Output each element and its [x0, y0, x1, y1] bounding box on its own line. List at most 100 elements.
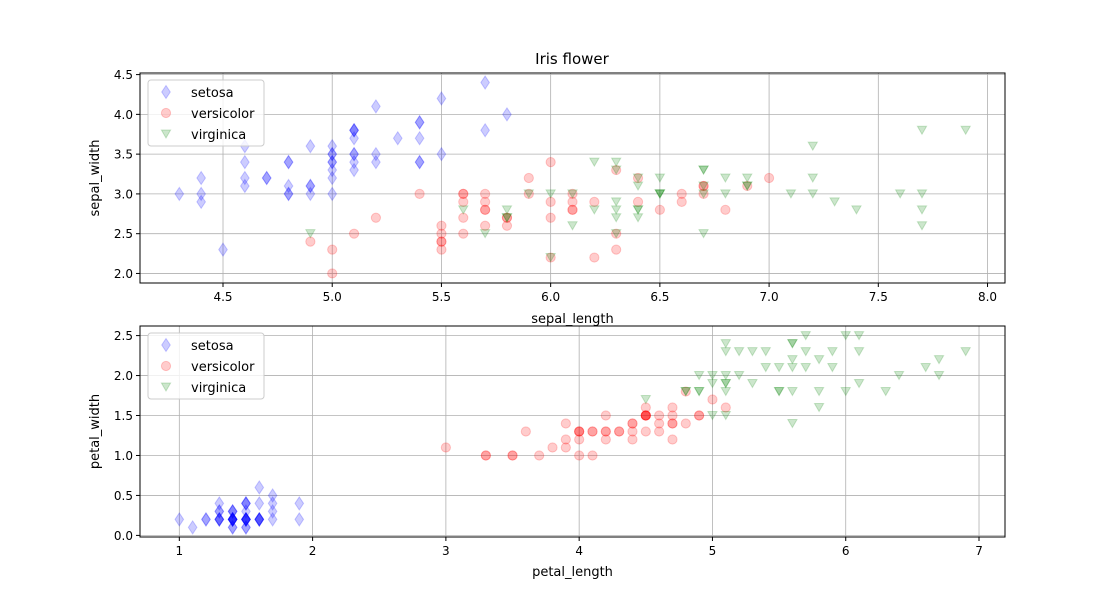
data-point-versicolor	[480, 204, 491, 215]
data-point-setosa	[227, 512, 238, 527]
data-point-setosa	[241, 512, 251, 527]
data-point-virginica	[545, 253, 557, 263]
y-tick-label: 3.5	[114, 148, 133, 162]
data-point-virginica	[501, 213, 513, 223]
data-point-versicolor	[654, 204, 665, 215]
data-point-setosa	[227, 512, 238, 527]
data-point-versicolor	[327, 268, 338, 279]
data-point-setosa	[349, 146, 359, 162]
x-tick-label: 6.0	[541, 290, 560, 304]
data-point-versicolor	[667, 410, 678, 421]
series-virginica	[304, 125, 972, 263]
legend-label-setosa: setosa	[191, 86, 234, 101]
data-point-setosa	[283, 178, 294, 194]
data-point-setosa	[294, 496, 305, 511]
x-tick-label: 5.0	[323, 290, 342, 304]
data-point-setosa	[502, 106, 512, 122]
legend-marker-versicolor	[160, 107, 172, 119]
data-point-versicolor	[667, 418, 678, 429]
data-point-virginica	[588, 205, 600, 215]
y-tick-label: 4.5	[114, 68, 133, 82]
data-point-setosa	[327, 170, 338, 186]
data-point-versicolor	[560, 418, 571, 429]
data-point-versicolor	[694, 410, 705, 421]
data-point-versicolor	[480, 204, 491, 215]
legend-label-virginica: virginica	[191, 381, 246, 396]
data-point-versicolor	[523, 172, 534, 184]
data-point-virginica	[610, 213, 622, 223]
data-point-setosa	[241, 496, 251, 511]
data-point-setosa	[305, 186, 316, 202]
data-point-setosa	[254, 512, 265, 527]
data-point-virginica	[693, 371, 705, 381]
data-point-setosa	[227, 520, 238, 535]
data-point-versicolor	[567, 196, 578, 207]
data-point-virginica	[893, 371, 905, 381]
data-point-virginica	[457, 205, 469, 215]
data-point-virginica	[523, 189, 535, 199]
data-point-setosa	[349, 122, 359, 138]
data-point-virginica	[916, 221, 928, 231]
data-point-setosa	[371, 146, 381, 162]
data-point-virginica	[632, 205, 644, 215]
data-point-versicolor	[694, 410, 705, 421]
data-point-virginica	[654, 189, 666, 199]
data-point-setosa	[241, 496, 251, 511]
data-point-setosa	[227, 504, 238, 519]
data-point-versicolor	[574, 434, 585, 445]
data-point-virginica	[588, 157, 600, 168]
data-point-setosa	[267, 504, 278, 519]
data-point-versicolor	[574, 450, 585, 461]
data-point-setosa	[283, 154, 294, 170]
y-tick-label: 1.0	[114, 449, 133, 463]
data-point-virginica	[719, 189, 731, 199]
data-point-setosa	[196, 186, 207, 202]
data-point-versicolor	[567, 204, 578, 215]
data-point-virginica	[693, 387, 705, 397]
data-point-virginica	[693, 387, 705, 397]
data-point-versicolor	[640, 410, 651, 421]
data-point-setosa	[227, 504, 238, 519]
data-point-setosa	[214, 504, 225, 519]
data-point-setosa	[267, 488, 278, 503]
y-tick-label: 1.5	[114, 409, 133, 423]
data-point-versicolor	[680, 386, 691, 397]
data-point-setosa	[174, 186, 185, 202]
data-point-virginica	[800, 347, 812, 357]
legend-box	[147, 332, 265, 400]
data-point-setosa	[294, 512, 305, 527]
sepal-scatter-panel: 4.5 5.0 5.5 6.0 6.5 7.0 7.5 8.0 2.0 2.5 3.0 3.5 4.0 4…	[88, 68, 1006, 327]
data-point-versicolor	[587, 426, 598, 437]
data-point-virginica	[654, 189, 666, 199]
data-point-setosa	[241, 504, 251, 519]
data-point-virginica	[720, 347, 732, 357]
x-tick-label: 3	[442, 544, 450, 558]
y-axis-label: petal_width	[88, 394, 103, 469]
data-point-versicolor	[600, 426, 611, 437]
data-point-setosa	[327, 186, 338, 202]
y-tick-label: 2.5	[114, 329, 133, 343]
series-versicolor	[440, 386, 731, 461]
data-point-virginica	[567, 221, 578, 231]
data-point-setosa	[227, 512, 238, 527]
plot-frame	[139, 72, 1006, 284]
data-point-versicolor	[545, 212, 556, 223]
petal-scatter-panel: 1 2 3 4 5 6 7 0.0 0.5 1.0 1.5 2.0 2.5 petal_length pet…	[88, 325, 1006, 580]
data-point-virginica	[760, 347, 772, 357]
data-point-versicolor	[436, 236, 447, 247]
data-point-setosa	[349, 146, 359, 162]
x-tick-label: 7	[975, 544, 983, 558]
data-point-versicolor	[611, 244, 622, 255]
data-point-versicolor	[370, 212, 382, 223]
data-point-setosa	[327, 154, 338, 170]
data-point-versicolor	[480, 450, 491, 461]
data-point-versicolor	[480, 196, 491, 207]
data-point-versicolor	[507, 450, 518, 461]
data-point-setosa	[239, 178, 250, 194]
data-point-versicolor	[545, 196, 556, 207]
data-point-versicolor	[614, 426, 625, 437]
data-point-versicolor	[501, 220, 513, 231]
data-point-versicolor	[763, 172, 775, 184]
data-point-virginica	[720, 339, 732, 349]
legend-marker-setosa	[161, 337, 171, 353]
